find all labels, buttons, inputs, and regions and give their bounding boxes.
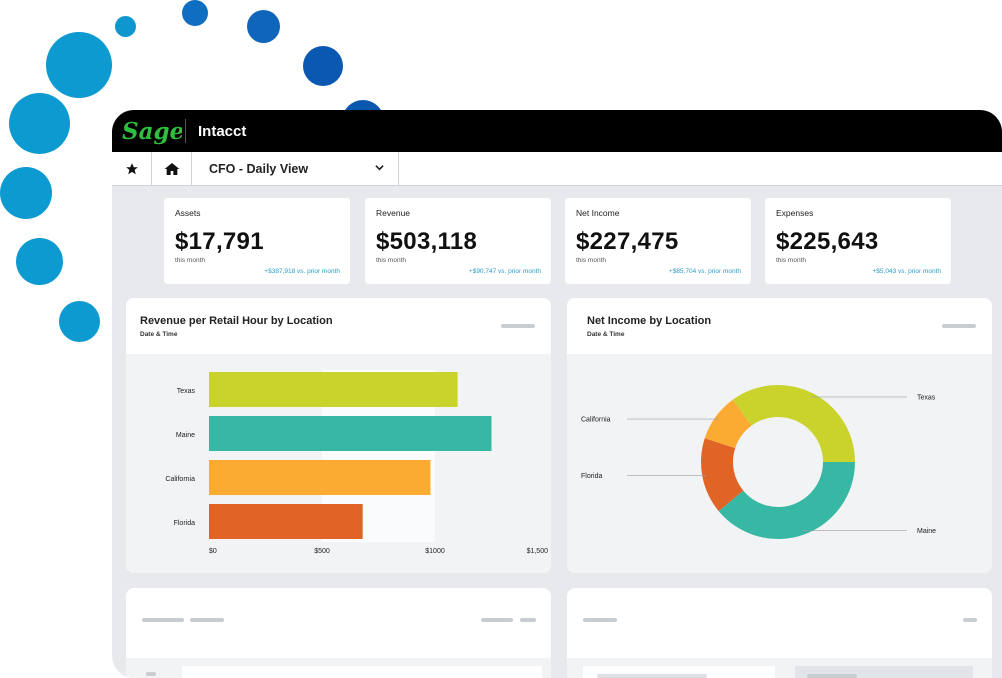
star-icon — [125, 162, 138, 174]
bar-category-label: Texas — [177, 388, 196, 395]
kpi-title: Revenue — [376, 208, 411, 218]
decorative-dot — [303, 46, 343, 86]
donut-slice — [701, 438, 744, 512]
kpi-period: this month — [776, 257, 806, 264]
donut-chart: Texas Maine Florida California — [581, 385, 936, 539]
placeholder-bar — [520, 618, 536, 622]
top-bar: Sage Intacct — [112, 110, 1002, 152]
decorative-dot — [16, 238, 63, 285]
chart-body: Texas Maine Florida California — [567, 354, 992, 573]
kpi-period: this month — [376, 257, 406, 264]
x-tick-label: $1,500 — [527, 548, 549, 555]
sage-logo: Sage — [122, 118, 182, 145]
decorative-dot — [115, 16, 136, 37]
bar-chart: Texas Maine California Florida $0 $500 $1000 $1… — [165, 370, 549, 555]
kpi-value: $503,118 — [376, 228, 478, 255]
donut-label: Florida — [581, 473, 603, 480]
placeholder-bar — [146, 672, 156, 676]
kpi-value: $225,643 — [776, 228, 879, 255]
donut-label: California — [581, 417, 611, 424]
kpi-card-revenue[interactable]: Revenue $503,118 this month +$90,747 vs.… — [365, 198, 551, 284]
chart-subtitle: Date & Time — [140, 331, 178, 338]
donut-slice — [718, 462, 855, 539]
x-tick-label: $500 — [314, 548, 330, 555]
placeholder-bar — [190, 618, 224, 622]
kpi-period: this month — [175, 257, 205, 264]
svg-text:Sage: Sage — [122, 118, 182, 145]
placeholder-bar — [481, 618, 513, 622]
decorative-dot — [9, 93, 70, 154]
revenue-chart-card: Revenue per Retail Hour by Location Date… — [126, 298, 551, 573]
kpi-change: +$387,918 vs. prior month — [264, 268, 340, 275]
kpi-change: +$5,043 vs. prior month — [872, 268, 941, 275]
kpi-period: this month — [576, 257, 606, 264]
decorative-dot — [247, 10, 280, 43]
kpi-change: +$90,747 vs. prior month — [468, 268, 541, 275]
placeholder-bar — [807, 674, 857, 678]
donut-label: Maine — [917, 528, 936, 535]
bar-category-label: Maine — [176, 432, 195, 439]
chart-title: Revenue per Retail Hour by Location — [140, 315, 333, 327]
view-selector[interactable]: CFO - Daily View — [192, 152, 399, 185]
placeholder-body — [567, 658, 992, 678]
nav-bar: CFO - Daily View — [112, 152, 1002, 186]
kpi-title: Assets — [175, 208, 201, 218]
favorites-button[interactable] — [112, 152, 152, 185]
view-selector-label: CFO - Daily View — [209, 161, 309, 176]
header-divider — [185, 119, 186, 143]
kpi-card-assets[interactable]: Assets $17,791 this month +$387,918 vs. … — [164, 198, 350, 284]
kpi-title: Expenses — [776, 208, 814, 218]
net-income-chart-card: Net Income by Location Date & Time Texas… — [567, 298, 992, 573]
bar — [209, 460, 431, 495]
chart-title: Net Income by Location — [587, 315, 712, 327]
bar — [209, 372, 458, 407]
placeholder-bar — [963, 618, 977, 622]
donut-slice — [732, 385, 855, 462]
kpi-change: +$85,704 vs. prior month — [668, 268, 741, 275]
product-name: Intacct — [198, 123, 247, 140]
kpi-value: $17,791 — [175, 228, 264, 255]
x-tick-label: $1000 — [425, 548, 445, 555]
decorative-dot — [0, 167, 52, 219]
placeholder-card — [567, 588, 992, 678]
decorative-dot — [182, 0, 208, 26]
x-tick-label: $0 — [209, 548, 217, 555]
bar-category-label: California — [165, 476, 195, 483]
placeholder-bar — [583, 618, 617, 622]
kpi-card-net-income[interactable]: Net Income $227,475 this month +$85,704 … — [565, 198, 751, 284]
kpi-value: $227,475 — [576, 228, 679, 255]
bar — [209, 504, 363, 539]
chart-subtitle: Date & Time — [587, 331, 625, 338]
donut-label: Texas — [917, 394, 936, 401]
placeholder-body — [126, 658, 551, 678]
chevron-down-icon — [375, 165, 384, 171]
home-button[interactable] — [152, 152, 192, 185]
bar — [209, 416, 492, 451]
decorative-dot — [59, 301, 100, 342]
home-icon — [164, 162, 179, 175]
placeholder-bar — [142, 618, 184, 622]
bar-category-label: Florida — [174, 520, 196, 527]
decorative-dot — [46, 32, 112, 98]
placeholder-card — [126, 588, 551, 678]
placeholder-block — [182, 666, 542, 678]
app-window: Sage Intacct CFO - Daily View Assets $17… — [112, 110, 1002, 678]
card-menu-handle[interactable] — [501, 324, 535, 328]
chart-body: Texas Maine California Florida $0 $500 $1000 $1… — [126, 354, 551, 573]
kpi-card-expenses[interactable]: Expenses $225,643 this month +$5,043 vs.… — [765, 198, 951, 284]
card-menu-handle[interactable] — [942, 324, 976, 328]
kpi-title: Net Income — [576, 208, 620, 218]
donut-slice — [704, 399, 752, 449]
placeholder-bar — [597, 674, 707, 678]
